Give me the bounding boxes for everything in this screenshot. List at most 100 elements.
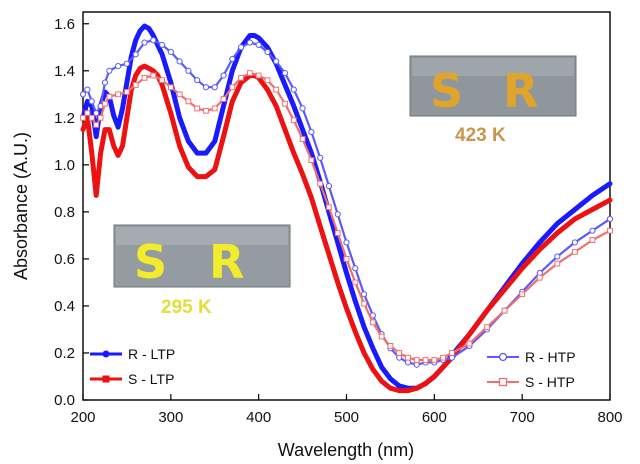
series-line-s-ltp: [80, 63, 613, 394]
data-point-s-htp: [519, 291, 526, 298]
data-point-r-htp: [290, 86, 297, 93]
data-point-s-htp: [308, 157, 315, 164]
y-axis-title: Absorbance (A.U.): [11, 132, 31, 280]
data-point-r-htp: [141, 39, 148, 46]
data-point-s-htp: [84, 110, 91, 117]
data-point-r-htp: [115, 62, 122, 70]
data-point-r-htp: [132, 51, 139, 58]
legend-label-s-htp: S - HTP: [525, 374, 575, 390]
x-tick-label: 200: [70, 409, 95, 426]
data-point-s-htp: [185, 98, 192, 105]
x-tick-label: 400: [246, 409, 271, 426]
data-point-s-htp: [203, 107, 209, 114]
data-point-r-htp: [281, 70, 289, 77]
data-point-s-htp: [326, 204, 332, 211]
data-point-s-htp: [369, 319, 376, 326]
data-point-r-htp: [88, 98, 95, 105]
legend-label-s-ltp: S - LTP: [128, 371, 174, 387]
data-point-s-htp: [589, 237, 596, 243]
data-point-s-htp: [413, 357, 420, 363]
data-point-r-htp: [589, 227, 596, 234]
photo-423k: S R: [409, 55, 577, 118]
data-point-r-htp: [554, 253, 561, 260]
data-point-r-htp: [299, 105, 306, 112]
data-point-s-htp: [536, 274, 543, 281]
data-point-r-htp: [167, 48, 174, 56]
data-point-r-htp: [158, 41, 166, 49]
legend-marker-s-ltp: [102, 375, 110, 383]
data-point-s-htp: [211, 105, 218, 112]
photo-423k-glare: [412, 58, 574, 76]
data-point-r-htp: [185, 67, 192, 74]
label-295k: 295 K: [161, 297, 212, 318]
data-point-s-htp: [554, 260, 561, 267]
x-tick-label: 500: [334, 409, 359, 426]
label-423k: 423 K: [455, 125, 506, 146]
data-point-s-htp: [290, 117, 297, 124]
legend-marker-r-ltp: [102, 350, 110, 358]
data-point-r-htp: [101, 79, 109, 86]
data-point-s-htp: [431, 357, 438, 363]
data-point-r-htp: [246, 39, 253, 46]
data-point-s-htp: [317, 180, 324, 187]
data-point-s-htp: [220, 96, 227, 102]
data-point-r-htp: [220, 72, 227, 79]
data-point-r-htp: [334, 211, 341, 218]
data-point-s-htp: [132, 81, 139, 88]
data-point-s-htp: [80, 114, 86, 121]
data-point-r-htp: [229, 55, 236, 63]
data-point-s-htp: [229, 84, 236, 91]
y-tick-label: 0.2: [54, 345, 75, 362]
legend-marker-s-htp: [498, 377, 508, 387]
legend-right: R - HTP S - HTP: [487, 349, 576, 390]
data-point-r-htp: [123, 60, 131, 67]
data-point-r-htp: [606, 215, 614, 223]
data-point-s-htp: [150, 72, 157, 79]
data-point-s-htp: [607, 227, 613, 234]
x-tick-label: 300: [158, 409, 183, 426]
x-tick-label: 700: [510, 409, 535, 426]
data-point-s-htp: [571, 248, 578, 255]
x-tick-label: 600: [422, 409, 447, 426]
y-tick-label: 0.6: [54, 251, 75, 268]
data-point-r-htp: [150, 37, 157, 44]
data-point-s-htp: [440, 354, 447, 361]
y-tick-label: 0.4: [54, 298, 75, 315]
data-point-r-htp: [308, 128, 315, 136]
data-point-s-htp: [334, 230, 341, 236]
data-point-s-htp: [273, 86, 280, 93]
data-point-s-htp: [501, 307, 508, 314]
legend-marker-r-htp: [498, 352, 508, 362]
data-point-s-htp: [484, 324, 490, 331]
data-point-s-htp: [405, 354, 411, 361]
photo-295k-letter-s: S: [134, 235, 167, 289]
photo-295k-glare: [116, 227, 288, 245]
data-point-s-htp: [88, 114, 95, 121]
legend-label-r-htp: R - HTP: [525, 349, 576, 365]
series-lines: [79, 23, 614, 394]
photo-423k-letter-s: S: [430, 64, 463, 118]
data-point-r-htp: [202, 84, 210, 91]
data-point-s-htp: [378, 333, 385, 340]
data-point-s-htp: [102, 100, 108, 107]
legend-label-r-ltp: R - LTP: [128, 346, 175, 362]
y-tick-label: 0.8: [54, 204, 75, 221]
ticks: 200 300 400 500 600 700 800 0.0 0.2 0.4 0.6 0.8 1.0 1…: [54, 16, 622, 426]
data-point-s-htp: [466, 340, 473, 347]
y-tick-label: 1.6: [54, 16, 75, 33]
data-point-s-htp: [246, 70, 253, 77]
data-point-s-htp: [255, 72, 262, 79]
legend-left: R - LTP S - LTP: [90, 346, 175, 387]
data-point-r-htp: [79, 91, 87, 98]
y-tick-label: 1.4: [54, 63, 75, 80]
data-point-s-htp: [449, 350, 455, 356]
data-point-s-htp: [299, 136, 306, 142]
data-point-s-htp: [387, 343, 394, 349]
data-point-r-htp: [211, 84, 218, 91]
photo-295k-letter-r: R: [209, 235, 244, 289]
data-point-s-htp: [124, 89, 130, 95]
data-point-r-htp: [343, 239, 350, 246]
data-point-r-htp: [238, 44, 245, 51]
data-point-r-htp: [93, 110, 100, 117]
